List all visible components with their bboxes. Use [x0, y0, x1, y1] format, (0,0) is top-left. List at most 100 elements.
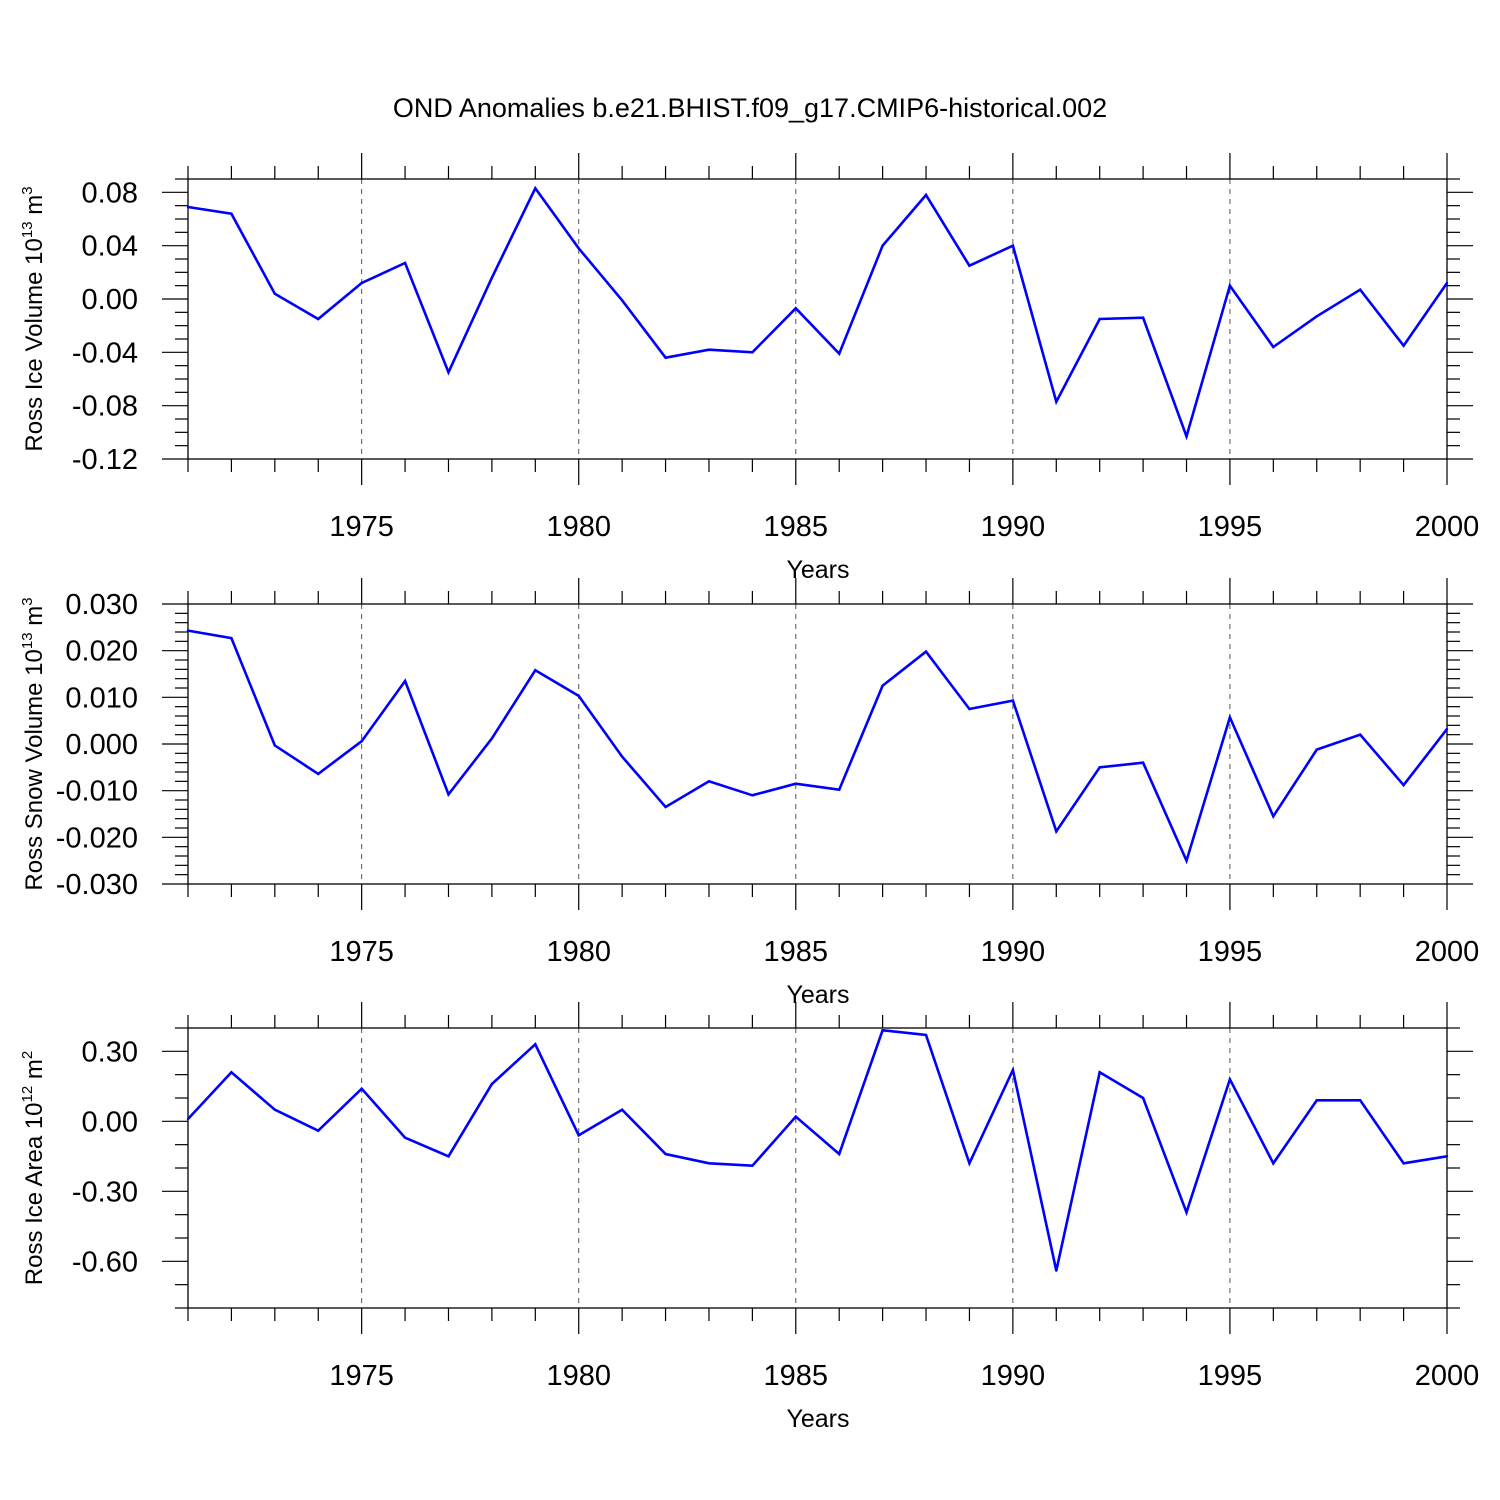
data-point-1998 [1358, 733, 1362, 736]
x-tick-label: 1990 [981, 936, 1046, 968]
data-point-1979 [534, 187, 537, 190]
data-point-1977 [447, 1155, 450, 1158]
x-tick-label: 1995 [1198, 936, 1263, 968]
data-point-1994 [1185, 1211, 1188, 1214]
data-point-1995 [1228, 284, 1232, 287]
data-point-1988 [924, 650, 928, 653]
data-point-1985 [794, 307, 797, 310]
y-axis-label-unit: m [21, 195, 48, 222]
y-axis-label: Ross Ice Area 1012 m2 [19, 1051, 48, 1285]
data-point-1990 [1011, 1068, 1015, 1072]
data-point-1996 [1272, 345, 1275, 349]
x-tick-label: 1990 [981, 1360, 1046, 1392]
data-point-1993 [1141, 761, 1145, 764]
data-point-1995 [1228, 716, 1232, 719]
x-tick-label: 1985 [764, 936, 829, 968]
x-axis-label: Years [786, 981, 849, 1009]
data-point-1971 [186, 205, 190, 209]
y-axis-label: Ross Ice Volume 1013 m3 [19, 186, 48, 451]
data-point-1986 [838, 352, 841, 355]
data-point-2000 [1445, 1155, 1449, 1158]
y-axis-label-exponent: 12 [19, 1086, 36, 1103]
data-point-1983 [707, 1162, 711, 1165]
plot-frame [187, 603, 1448, 885]
data-point-1982 [664, 805, 667, 809]
chart-panel-3: -0.60 -0.30 0.00 0.30 1975 1980 1985 1990 1995 20… [19, 1002, 1479, 1433]
y-tick-label: -0.30 [72, 1176, 138, 1208]
y-tick-label: -0.020 [56, 822, 138, 854]
data-point-1979 [534, 669, 537, 672]
data-point-1978 [490, 276, 494, 279]
data-point-2000 [1445, 281, 1449, 285]
data-point-1988 [924, 193, 928, 197]
y-tick-label: 0.08 [82, 177, 138, 209]
y-axis-label-exponent: 13 [19, 221, 36, 238]
x-tick-label: 1975 [329, 936, 394, 968]
plot-frame [187, 178, 1448, 460]
data-point-1984 [751, 794, 754, 797]
y-tick-label: -0.12 [72, 444, 138, 476]
x-tick-label: 1985 [764, 1360, 829, 1392]
data-point-1989 [968, 264, 971, 267]
data-point-1998 [1358, 1099, 1362, 1102]
data-point-1991 [1055, 400, 1058, 403]
data-point-1999 [1402, 344, 1405, 347]
data-point-1975 [360, 281, 363, 285]
y-tick-label: 0.04 [82, 231, 138, 263]
x-tick-label: 1975 [329, 1360, 394, 1392]
data-point-1989 [968, 1162, 971, 1165]
x-tick-label: 1995 [1198, 1360, 1263, 1392]
data-point-1996 [1272, 1162, 1275, 1165]
data-point-1971 [186, 629, 190, 632]
y-tick-label: -0.08 [72, 391, 138, 423]
x-tick-label: 1980 [546, 936, 611, 968]
data-point-1993 [1141, 1096, 1145, 1100]
data-point-1984 [751, 351, 754, 354]
data-point-1982 [664, 1152, 667, 1156]
chart-panel-2: -0.030 -0.020 -0.010 0.000 0.010 0.020 0.030 19… [19, 578, 1479, 1009]
data-point-1980 [577, 247, 580, 250]
data-point-1979 [534, 1043, 537, 1046]
data-point-1990 [1011, 244, 1015, 247]
y-axis-label-unit-exponent: 2 [19, 1051, 36, 1059]
data-point-1987 [881, 244, 884, 247]
data-point-1973 [273, 1108, 277, 1111]
data-point-1993 [1141, 316, 1145, 319]
chart-panel-1: -0.12 -0.08 -0.04 0.00 0.04 0.08 1975 1980 1985 1… [19, 153, 1479, 584]
data-point-1981 [620, 1108, 624, 1111]
x-tick-label: 1985 [764, 511, 829, 543]
data-point-1981 [620, 755, 624, 758]
y-tick-label: 0.00 [82, 284, 138, 316]
data-point-1983 [707, 780, 711, 783]
x-axis-label: Years [786, 1405, 849, 1433]
data-point-1986 [838, 788, 841, 791]
data-point-1974 [317, 772, 320, 776]
data-point-1991 [1055, 830, 1058, 833]
data-point-1977 [447, 793, 450, 796]
y-tick-label: -0.04 [72, 337, 138, 369]
x-tick-label: 2000 [1415, 936, 1480, 968]
data-point-1994 [1185, 435, 1188, 438]
plot-frame [187, 1027, 1448, 1309]
data-point-1974 [317, 317, 320, 321]
data-point-1997 [1315, 748, 1318, 751]
data-point-1974 [317, 1129, 320, 1132]
y-tick-label: 0.000 [65, 729, 138, 761]
data-point-1990 [1011, 699, 1015, 702]
x-tick-label: 1990 [981, 511, 1046, 543]
data-point-1973 [273, 292, 277, 295]
data-point-1972 [230, 636, 233, 640]
y-axis-label: Ross Snow Volume 1013 m3 [19, 597, 48, 890]
data-point-1981 [620, 299, 624, 302]
data-point-1998 [1358, 288, 1362, 291]
data-point-1988 [924, 1033, 928, 1037]
y-tick-label: -0.60 [72, 1246, 138, 1278]
data-point-1987 [881, 1029, 884, 1032]
y-tick-label: 0.030 [65, 589, 138, 621]
data-point-2000 [1445, 727, 1449, 731]
y-tick-label: 0.020 [65, 636, 138, 668]
data-point-1997 [1315, 1099, 1318, 1102]
x-tick-label: 1975 [329, 511, 394, 543]
data-point-1972 [230, 1071, 233, 1074]
